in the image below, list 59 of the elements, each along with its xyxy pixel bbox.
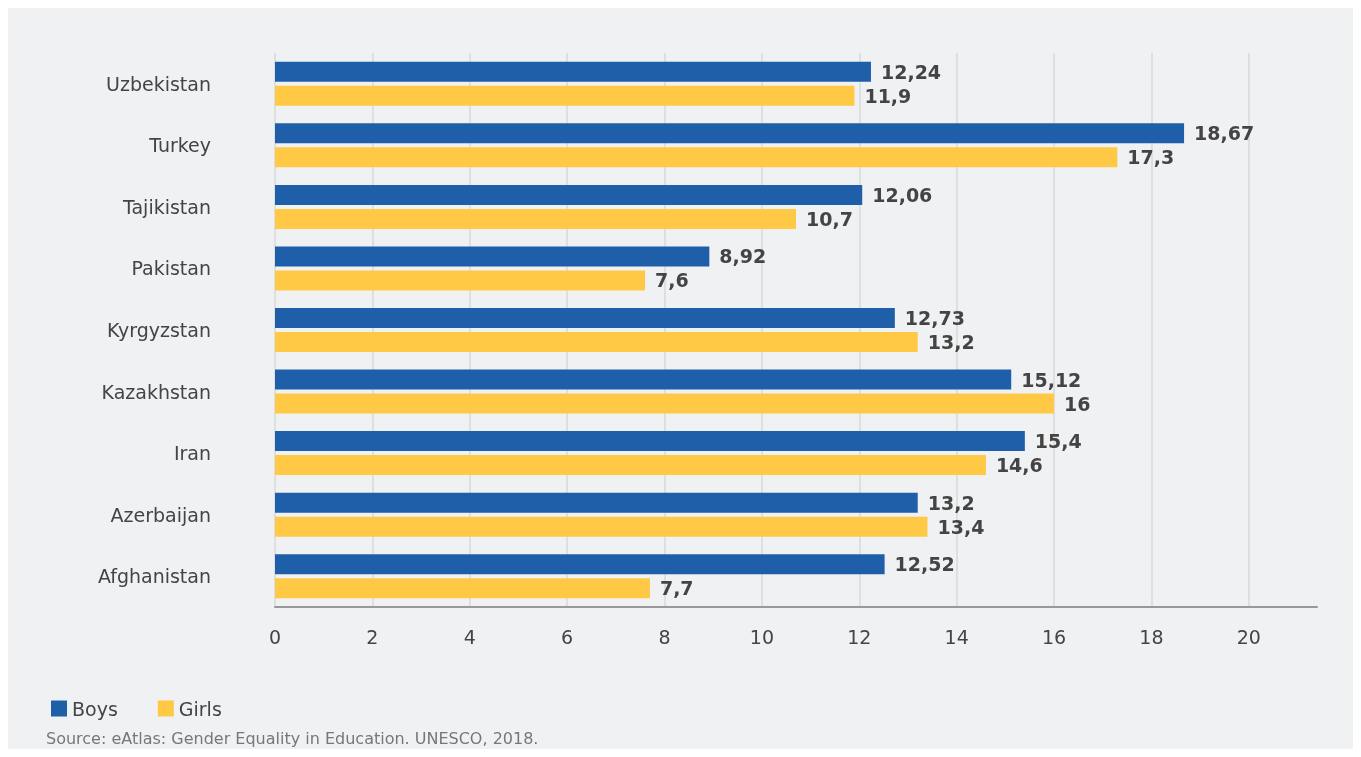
bar [275, 455, 986, 476]
y-tick-label: Turkey [148, 134, 211, 157]
x-tick-label: 14 [944, 625, 969, 648]
x-tick-label: 20 [1236, 625, 1261, 648]
data-label: 17,3 [1127, 146, 1175, 169]
y-tick-label: Azerbaijan [110, 503, 211, 526]
bar [275, 578, 650, 599]
x-tick-label: 12 [847, 625, 872, 648]
bar [275, 208, 796, 229]
bar [275, 516, 928, 537]
data-label: 12,06 [872, 183, 933, 206]
data-label: 11,9 [864, 84, 912, 107]
x-tick-label: 4 [463, 625, 476, 648]
x-tick-label: 18 [1139, 625, 1164, 648]
y-tick-label: Pakistan [131, 257, 211, 280]
x-tick-label: 10 [749, 625, 775, 648]
data-label: 16 [1064, 392, 1091, 415]
bar [275, 492, 918, 513]
data-label: 10,7 [806, 207, 853, 230]
legend-label: Boys [72, 697, 118, 720]
data-label: 13,4 [937, 515, 985, 538]
bar [275, 369, 1012, 390]
x-tick-label: 6 [561, 625, 574, 648]
bar [275, 123, 1185, 144]
data-label: 12,24 [880, 60, 942, 83]
y-tick-label: Iran [173, 442, 211, 465]
legend-label: Girls [178, 697, 222, 720]
bar [275, 270, 646, 291]
data-label: 12,73 [904, 307, 965, 329]
bar [275, 147, 1118, 168]
y-tick-label: Uzbekistan [106, 72, 211, 95]
bar [275, 393, 1055, 414]
data-label: 7,7 [659, 577, 694, 600]
bar [275, 184, 863, 205]
data-label: 14,6 [995, 454, 1043, 477]
source-note: Source: eAtlas: Gender Equality in Education. UNESCO, 2018. [46, 728, 539, 748]
bar [275, 308, 895, 328]
bar [275, 554, 885, 575]
bar [275, 61, 871, 82]
data-label: 15,12 [1021, 368, 1082, 391]
data-label: 8,92 [719, 245, 767, 268]
data-label: 18,67 [1194, 122, 1255, 145]
y-tick-label: Kyrgyzstan [106, 319, 211, 341]
data-label: 13,2 [927, 491, 975, 514]
y-tick-label: Kazakhstan [101, 380, 211, 403]
x-tick-label: 0 [268, 625, 282, 648]
bar [275, 85, 855, 106]
data-label: 13,2 [927, 331, 975, 353]
bar [275, 332, 918, 352]
data-label: 7,6 [655, 269, 689, 292]
x-tick-label: 16 [1041, 625, 1067, 648]
bar [275, 431, 1025, 452]
data-label: 15,4 [1034, 430, 1082, 453]
y-tick-label: Afghanistan [97, 565, 211, 588]
bar [275, 246, 710, 267]
data-label: 12,52 [894, 553, 955, 576]
x-tick-label: 2 [366, 625, 379, 648]
x-tick-label: 8 [658, 625, 671, 648]
y-tick-label: Tajikistan [122, 195, 211, 218]
